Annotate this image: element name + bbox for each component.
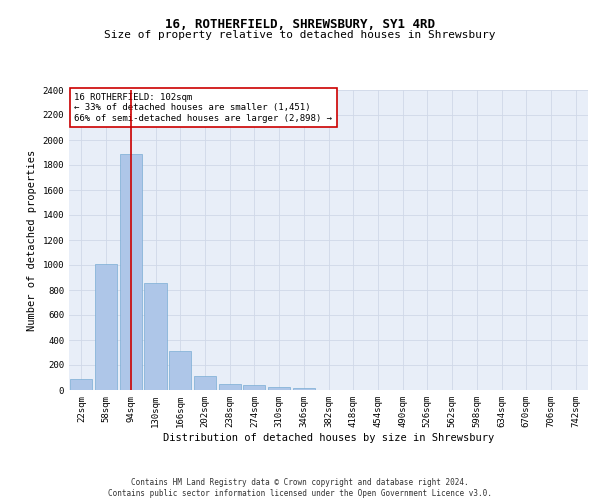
Bar: [268, 386, 290, 390]
X-axis label: Distribution of detached houses by size in Shrewsbury: Distribution of detached houses by size …: [163, 432, 494, 442]
Bar: [145, 282, 167, 390]
Bar: [194, 376, 216, 390]
Text: Size of property relative to detached houses in Shrewsbury: Size of property relative to detached ho…: [104, 30, 496, 40]
Bar: [169, 350, 191, 390]
Bar: [70, 380, 92, 390]
Bar: [293, 388, 315, 390]
Bar: [95, 264, 117, 390]
Bar: [243, 385, 265, 390]
Text: 16, ROTHERFIELD, SHREWSBURY, SY1 4RD: 16, ROTHERFIELD, SHREWSBURY, SY1 4RD: [165, 18, 435, 30]
Text: Contains HM Land Registry data © Crown copyright and database right 2024.
Contai: Contains HM Land Registry data © Crown c…: [108, 478, 492, 498]
Text: 16 ROTHERFIELD: 102sqm
← 33% of detached houses are smaller (1,451)
66% of semi-: 16 ROTHERFIELD: 102sqm ← 33% of detached…: [74, 93, 332, 123]
Y-axis label: Number of detached properties: Number of detached properties: [27, 150, 37, 330]
Bar: [119, 154, 142, 390]
Bar: [218, 384, 241, 390]
